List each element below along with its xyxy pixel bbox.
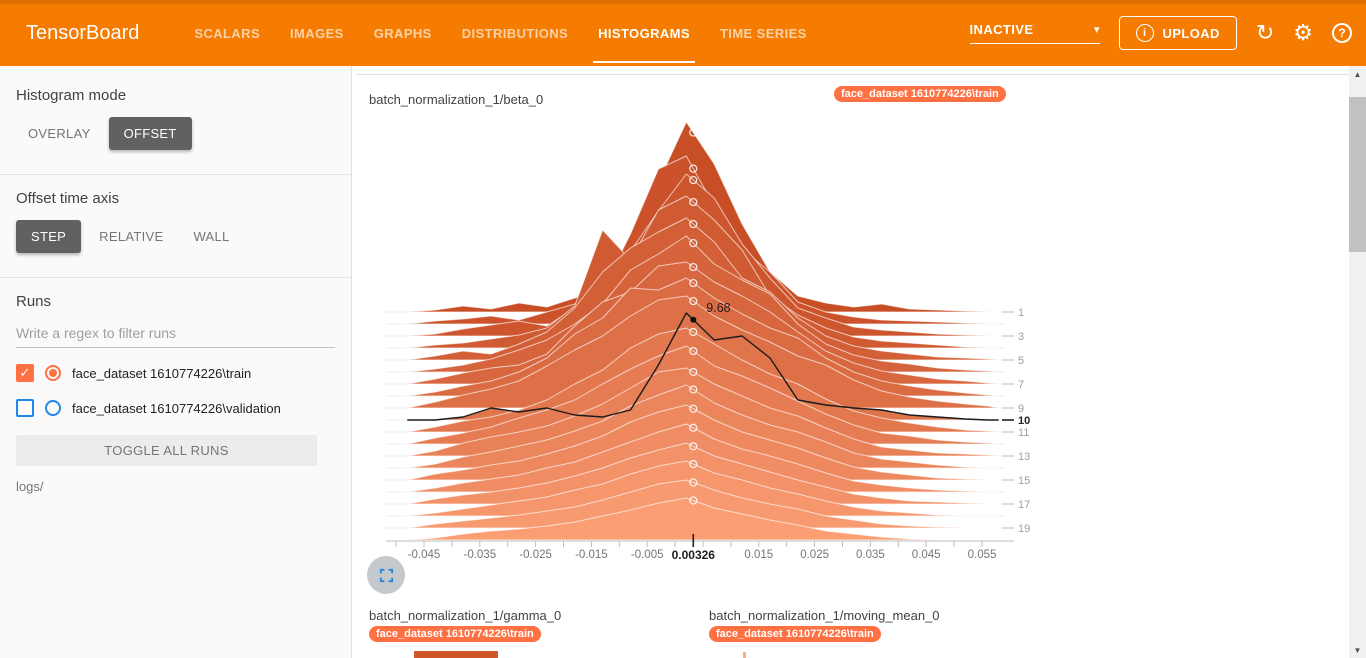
main-nav: SCALARS IMAGES GRAPHS DISTRIBUTIONS HIST… [179, 0, 821, 66]
histogram-mode-title: Histogram mode [16, 87, 127, 104]
svg-text:10: 10 [1018, 415, 1030, 427]
log-directory-label: logs/ [16, 479, 44, 494]
status-dropdown[interactable]: INACTIVE ▾ [969, 22, 1100, 44]
tab-histograms[interactable]: HISTOGRAMS [583, 0, 705, 66]
svg-text:9: 9 [1018, 403, 1024, 415]
svg-text:0.00326: 0.00326 [672, 548, 716, 562]
status-label: INACTIVE [969, 22, 1034, 37]
run-radio-validation[interactable] [45, 400, 61, 416]
tab-time-series[interactable]: TIME SERIES [719, 25, 807, 41]
offset-time-axis-options: STEP RELATIVE WALL [16, 220, 335, 253]
upload-label: UPLOAD [1162, 25, 1220, 41]
gamma-histogram-peek [414, 651, 498, 658]
fullscreen-button[interactable] [367, 556, 405, 594]
tab-distributions[interactable]: DISTRIBUTIONS [461, 25, 569, 41]
svg-text:-0.015: -0.015 [575, 549, 608, 561]
step-axis-button[interactable]: STEP [16, 220, 82, 253]
tab-images[interactable]: IMAGES [290, 25, 344, 41]
svg-text:0.035: 0.035 [856, 549, 885, 561]
vertical-scrollbar[interactable]: ▲ ▼ [1349, 66, 1366, 658]
overlay-mode-button[interactable]: OVERLAY [16, 117, 103, 150]
run-filter-input[interactable] [16, 323, 335, 347]
toggle-all-runs-button[interactable]: TOGGLE ALL RUNS [16, 435, 317, 466]
chart-title-moving-mean: batch_normalization_1/moving_mean_0 [709, 608, 940, 623]
gear-icon[interactable]: ⚙ [1293, 20, 1313, 45]
run-row-validation: face_dataset 1610774226\validation [16, 398, 335, 418]
run-filter-wrap [16, 323, 335, 348]
svg-text:1: 1 [1018, 307, 1024, 319]
run-row-train: ✓ face_dataset 1610774226\train [16, 363, 335, 383]
svg-text:0.015: 0.015 [744, 549, 773, 561]
svg-text:0.055: 0.055 [968, 549, 997, 561]
scrollbar-thumb[interactable] [1349, 97, 1366, 252]
svg-text:7: 7 [1018, 379, 1024, 391]
run-badge: face_dataset 1610774226\train [709, 626, 881, 642]
svg-text:-0.035: -0.035 [463, 549, 496, 561]
svg-text:0.045: 0.045 [912, 549, 941, 561]
chevron-down-icon: ▾ [1094, 24, 1100, 36]
topbar-actions: INACTIVE ▾ i UPLOAD ↻ ⚙ ? [969, 16, 1352, 50]
svg-text:13: 13 [1018, 451, 1030, 463]
svg-text:17: 17 [1018, 499, 1030, 511]
info-icon: i [1135, 24, 1154, 42]
histogram-mode-options: OVERLAY OFFSET [16, 117, 335, 150]
svg-text:9.68: 9.68 [706, 301, 730, 315]
run-label-validation: face_dataset 1610774226\validation [72, 400, 281, 416]
tab-graphs[interactable]: GRAPHS [373, 25, 432, 41]
settings-sidebar: Histogram mode OVERLAY OFFSET Offset tim… [0, 66, 352, 658]
refresh-icon[interactable]: ↻ [1255, 20, 1275, 45]
card-separator [356, 74, 1349, 75]
offset-mode-button[interactable]: OFFSET [108, 117, 192, 150]
offset-time-axis-title: Offset time axis [16, 190, 120, 207]
run-checkbox-train[interactable]: ✓ [16, 364, 34, 382]
run-label-train: face_dataset 1610774226\train [72, 365, 252, 381]
run-radio-train[interactable] [45, 365, 61, 381]
svg-text:15: 15 [1018, 475, 1030, 487]
run-badge: face_dataset 1610774226\train [369, 626, 541, 642]
svg-text:11: 11 [1018, 427, 1029, 439]
histograms-dashboard: batch_normalization_1/beta_0 face_datase… [353, 66, 1349, 658]
svg-text:19: 19 [1018, 523, 1030, 535]
app-logo: TensorBoard [26, 21, 140, 44]
run-badge: face_dataset 1610774226\train [834, 86, 1006, 102]
run-checkbox-validation[interactable] [16, 399, 34, 417]
wall-axis-button[interactable]: WALL [181, 220, 241, 253]
svg-text:-0.005: -0.005 [631, 549, 664, 561]
expand-icon [379, 568, 393, 582]
svg-text:-0.025: -0.025 [519, 549, 552, 561]
divider [0, 174, 351, 175]
chart-title-gamma: batch_normalization_1/gamma_0 [369, 608, 562, 623]
divider [0, 277, 351, 278]
upload-button[interactable]: i UPLOAD [1118, 16, 1237, 50]
top-app-bar: TensorBoard SCALARS IMAGES GRAPHS DISTRI… [0, 0, 1366, 66]
help-icon[interactable]: ? [1332, 23, 1352, 43]
scroll-down-arrow[interactable]: ▼ [1353, 645, 1362, 655]
relative-axis-button[interactable]: RELATIVE [87, 220, 175, 253]
chart-title-beta: batch_normalization_1/beta_0 [369, 92, 544, 107]
scroll-up-arrow[interactable]: ▲ [1353, 69, 1362, 79]
runs-title: Runs [16, 293, 52, 310]
svg-text:-0.045: -0.045 [408, 549, 441, 561]
tab-scalars[interactable]: SCALARS [194, 25, 261, 41]
svg-text:5: 5 [1018, 355, 1024, 367]
svg-text:0.025: 0.025 [800, 549, 829, 561]
svg-text:3: 3 [1018, 331, 1024, 343]
moving-mean-histogram-peek [743, 652, 746, 658]
